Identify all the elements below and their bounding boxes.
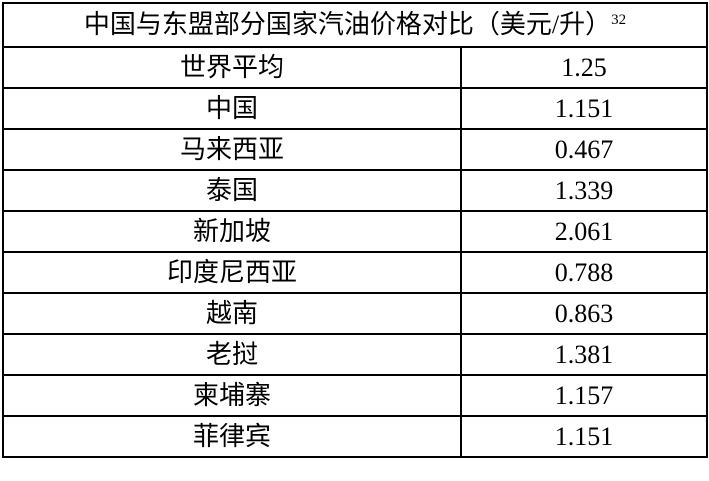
price-cell: 1.25 [459, 46, 709, 89]
table-row: 印度尼西亚 0.788 [2, 251, 709, 294]
price-cell: 0.467 [459, 128, 709, 171]
price-cell: 2.061 [459, 210, 709, 253]
country-cell: 菲律宾 [2, 415, 462, 458]
table-row: 中国 1.151 [2, 87, 709, 130]
country-cell: 泰国 [2, 169, 462, 212]
country-cell: 中国 [2, 87, 462, 130]
country-cell: 马来西亚 [2, 128, 462, 171]
table-row: 马来西亚 0.467 [2, 128, 709, 171]
table-body: 中国与东盟部分国家汽油价格对比（美元/升）32 世界平均 1.25 中国 1.151 马… [1, 2, 709, 458]
price-cell: 1.151 [459, 87, 709, 130]
table-title: 中国与东盟部分国家汽油价格对比（美元/升） [83, 10, 612, 39]
title-row: 中国与东盟部分国家汽油价格对比（美元/升）32 [1, 2, 709, 48]
table-row: 老挝 1.381 [2, 333, 709, 376]
country-cell: 印度尼西亚 [2, 251, 462, 294]
country-cell: 越南 [2, 292, 462, 335]
country-cell: 柬埔寨 [2, 374, 462, 417]
country-cell: 老挝 [2, 333, 462, 376]
price-cell: 0.788 [459, 251, 709, 294]
table-row: 世界平均 1.25 [2, 46, 709, 89]
price-cell: 1.339 [459, 169, 709, 212]
price-cell: 0.863 [459, 292, 709, 335]
table-row: 柬埔寨 1.157 [2, 374, 709, 417]
table-row: 泰国 1.339 [2, 169, 709, 212]
country-cell: 世界平均 [2, 46, 462, 89]
country-cell: 新加坡 [2, 210, 462, 253]
table-row: 新加坡 2.061 [2, 210, 709, 253]
title-footnote: 32 [611, 12, 627, 28]
price-cell: 1.157 [459, 374, 709, 417]
price-cell: 1.381 [459, 333, 709, 376]
title-cell: 中国与东盟部分国家汽油价格对比（美元/升）32 [1, 2, 709, 48]
price-table: 中国与东盟部分国家汽油价格对比（美元/升）32 世界平均 1.25 中国 1.151 马… [1, 2, 709, 458]
price-cell: 1.151 [459, 415, 709, 458]
table-row: 菲律宾 1.151 [2, 415, 709, 458]
table-row: 越南 0.863 [2, 292, 709, 335]
